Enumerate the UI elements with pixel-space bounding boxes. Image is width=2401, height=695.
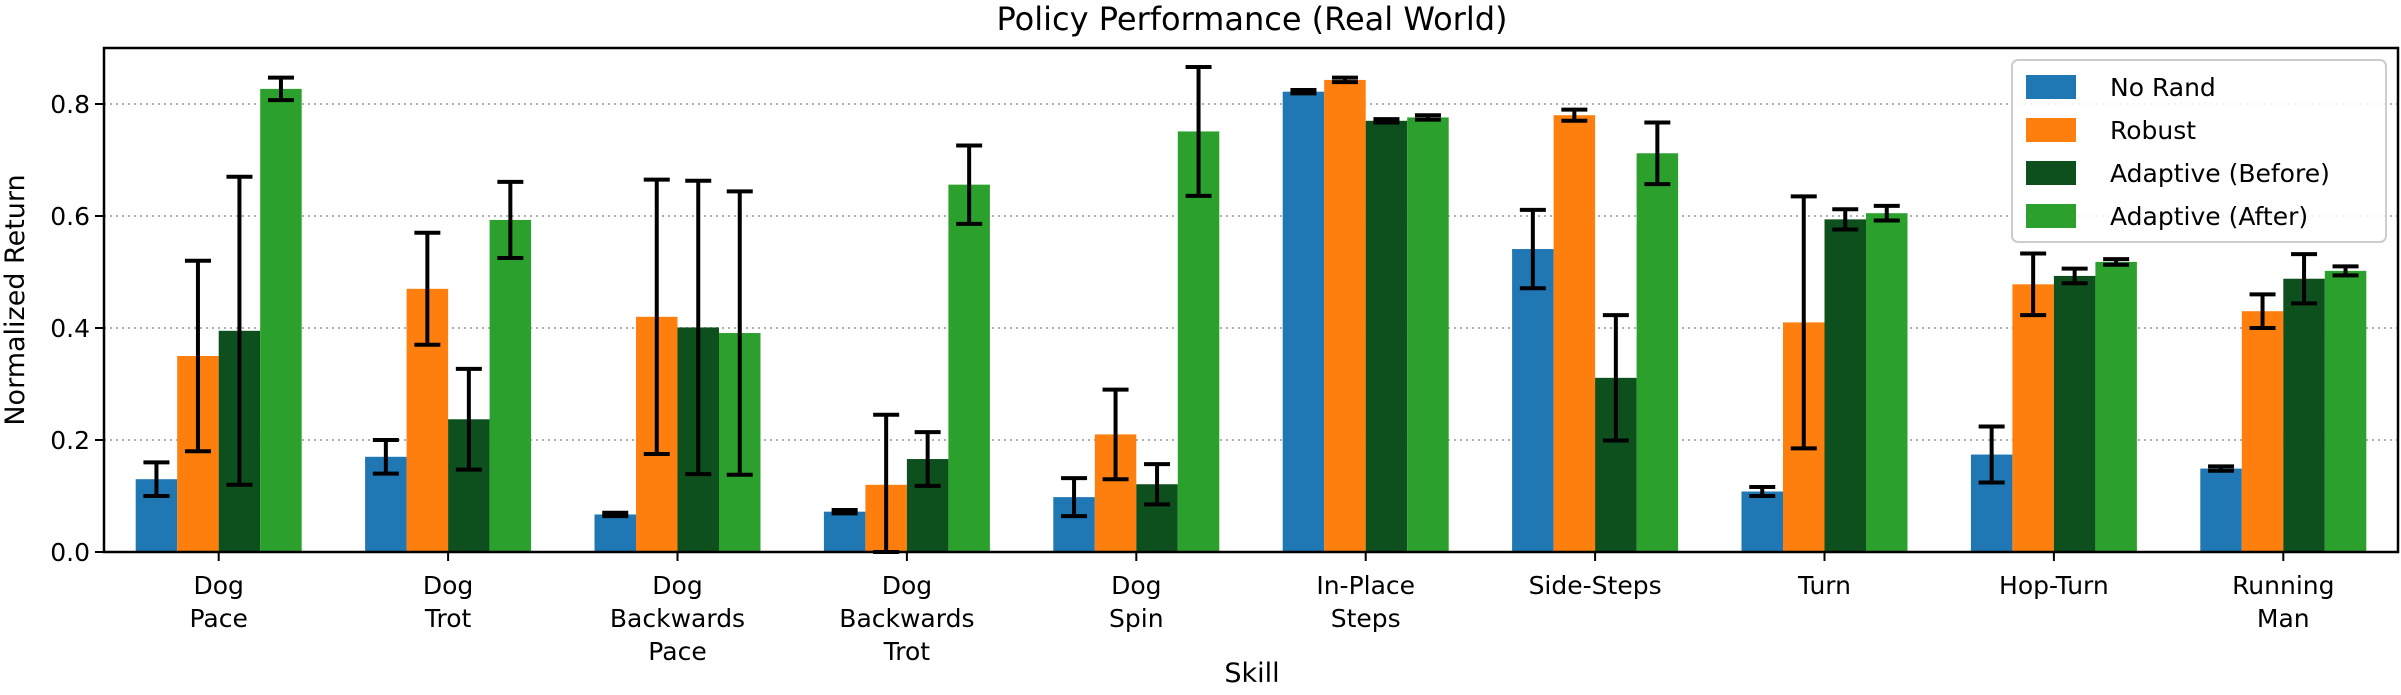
x-tick-label-line: Dog: [882, 571, 932, 600]
x-tick-label-line: Pace: [189, 604, 247, 633]
bar: [1553, 115, 1596, 552]
legend-label: No Rand: [2110, 73, 2216, 102]
bar: [2200, 468, 2242, 552]
y-tick-label: 0.2: [50, 426, 90, 455]
legend: No Rand Robust Adaptive (Before) Adaptive (…: [2011, 59, 2387, 243]
x-tick-label-line: Backwards: [610, 604, 745, 633]
bar: [1636, 153, 1679, 552]
bar: [2012, 284, 2054, 552]
bar: [1866, 213, 1908, 552]
y-axis: 0.0 0.2 0.4 0.6 0.8: [50, 90, 104, 567]
legend-label: Adaptive (After): [2110, 202, 2308, 231]
y-tick-label: 0.8: [50, 90, 90, 119]
y-tick-label: 0.4: [50, 314, 90, 343]
x-tick-label-line: Man: [2257, 604, 2310, 633]
x-tick-label: Turn: [1797, 571, 1851, 600]
x-tick-label-line: In-Place: [1316, 571, 1415, 600]
y-tick-label: 0.0: [50, 538, 90, 567]
x-tick-label-line: Dog: [1111, 571, 1161, 600]
x-tick-label: In-Place Steps: [1316, 571, 1415, 633]
bar: [1282, 91, 1325, 553]
bar: [594, 514, 636, 552]
bar: [1512, 249, 1554, 553]
x-tick-label-line: Turn: [1797, 571, 1851, 600]
chart-title: Policy Performance (Real World): [997, 0, 1508, 38]
x-tick-label-line: Hop-Turn: [1999, 571, 2109, 600]
bar: [1365, 120, 1408, 553]
y-tick-label: 0.6: [50, 202, 90, 231]
bar: [823, 511, 866, 552]
plot-frame: [102, 46, 2400, 554]
legend-swatch: [2026, 204, 2076, 228]
x-tick-label-line: Pace: [648, 637, 706, 666]
x-tick-label-line: Running: [2232, 571, 2334, 600]
bar: [1824, 219, 1866, 553]
bar: [2283, 278, 2325, 552]
error-bars: [143, 65, 2359, 554]
x-tick-label: Dog Spin: [1109, 571, 1164, 633]
x-tick-label-line: Dog: [423, 571, 473, 600]
x-axis: Dog Pace Dog Trot Dog Backwards Pace Dog Backwar…: [189, 552, 2335, 666]
bar: [1741, 491, 1783, 552]
x-tick-label: Dog Backwards Trot: [839, 571, 974, 666]
bar: [260, 88, 302, 552]
x-tick-label: Dog Pace: [189, 571, 247, 633]
legend-label: Adaptive (Before): [2110, 159, 2330, 188]
x-tick-label-line: Trot: [883, 637, 931, 666]
legend-swatch: [2026, 161, 2076, 185]
x-tick-label-line: Steps: [1331, 604, 1401, 633]
bar: [489, 219, 532, 553]
bar: [2053, 275, 2096, 552]
bar: [1407, 117, 1449, 552]
bar: [2324, 270, 2367, 552]
bar: [2095, 261, 2137, 552]
x-tick-label: Running Man: [2232, 571, 2334, 633]
bar: [1177, 131, 1220, 552]
bar: [1324, 79, 1366, 553]
bar: [948, 184, 990, 552]
legend-label: Robust: [2110, 116, 2196, 145]
x-tick-label-line: Dog: [652, 571, 702, 600]
x-axis-label: Skill: [1224, 658, 1279, 689]
x-tick-label: Side-Steps: [1529, 571, 1662, 600]
legend-swatch: [2026, 75, 2076, 99]
x-tick-label: Dog Backwards Pace: [610, 571, 745, 666]
legend-swatch: [2026, 118, 2076, 142]
legend-box: [2011, 59, 2387, 243]
x-tick-label-line: Backwards: [839, 604, 974, 633]
bar: [2241, 311, 2284, 552]
y-axis-label: Normalized Return: [0, 174, 31, 425]
x-tick-label: Dog Trot: [423, 571, 473, 633]
x-tick-label: Hop-Turn: [1999, 571, 2109, 600]
x-tick-label-line: Dog: [193, 571, 243, 600]
x-tick-label-line: Spin: [1109, 604, 1164, 633]
x-tick-label-line: Side-Steps: [1529, 571, 1662, 600]
x-tick-label-line: Trot: [424, 604, 472, 633]
